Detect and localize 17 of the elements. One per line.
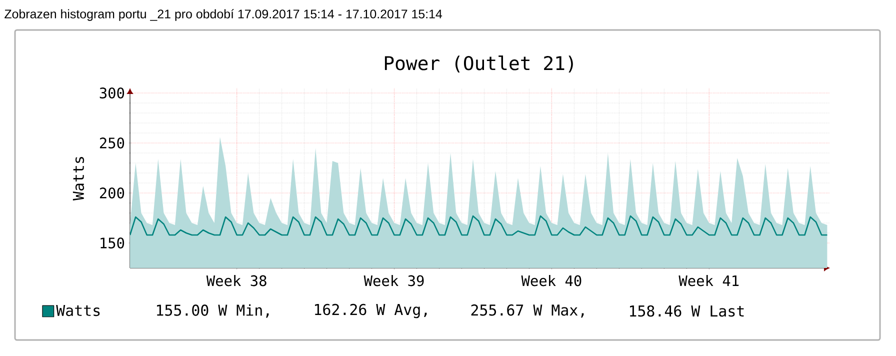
y-tick-label: 150	[100, 238, 124, 248]
text: 255.67 W Max,	[471, 304, 584, 318]
x-tick-label: Week 39	[364, 275, 424, 286]
line-series	[130, 215, 828, 236]
y-tick-label: 250	[100, 138, 124, 148]
x-tick-label: Week 41	[678, 275, 739, 286]
text: Zobrazen histogram portu _21 pro období 17.09.2017 15:14 - 17.10.2017 15:14	[4, 9, 442, 21]
text: 155.00 W Min,	[157, 304, 269, 318]
x-tick-label: Week 38	[206, 275, 266, 286]
x-tick-label: Week 40	[521, 275, 582, 286]
text: 158.46 W Last	[630, 305, 744, 317]
y-axis-title: Watts	[72, 156, 84, 200]
text: 162.26 W Avg,	[315, 304, 427, 318]
y-tick-label: 200	[100, 188, 124, 198]
chart-title: Power (Outlet 21)	[384, 56, 573, 73]
legend-label: Watts	[56, 305, 100, 316]
y-tick-label: 300	[100, 88, 124, 98]
